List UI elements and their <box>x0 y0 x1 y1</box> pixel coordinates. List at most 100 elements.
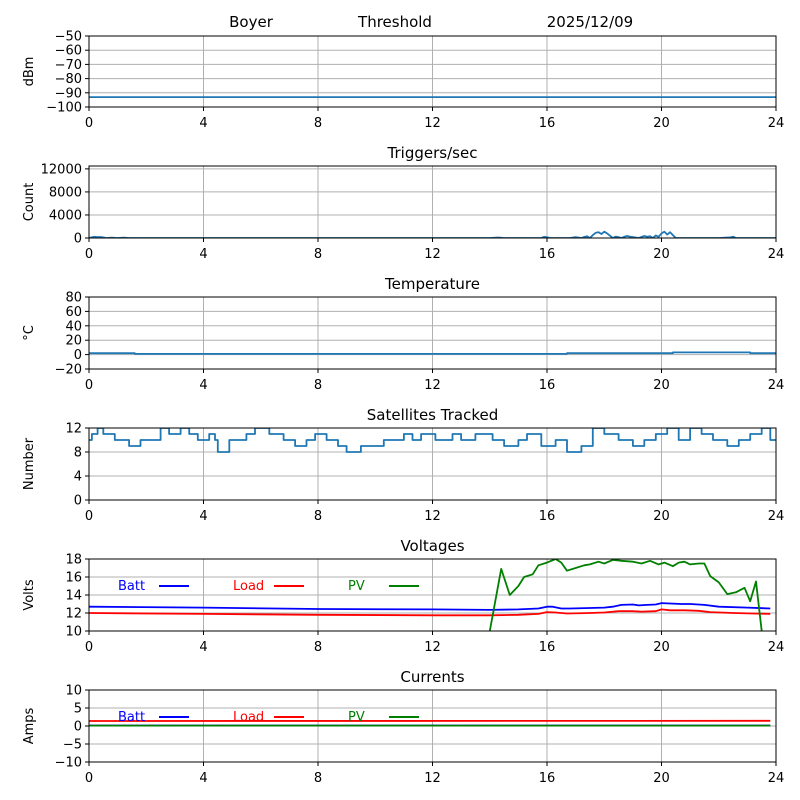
y-axis-label: Count <box>22 183 37 222</box>
series-line-load <box>89 608 771 617</box>
y-tick-label: 4 <box>74 470 82 485</box>
legend-label-pv: PV <box>348 710 365 725</box>
x-tick-label: 8 <box>314 378 322 393</box>
y-tick-label: 0 <box>74 348 82 363</box>
y-tick-label: 40 <box>65 319 82 334</box>
x-tick-label: 12 <box>424 509 441 524</box>
x-tick-label: 0 <box>85 116 93 131</box>
x-tick-label: 0 <box>85 640 93 655</box>
y-tick-label: 10 <box>65 684 82 699</box>
x-tick-label: 12 <box>424 378 441 393</box>
legend-label-batt: Batt <box>118 579 145 594</box>
legend-label-load: Load <box>233 710 264 725</box>
series-line-0 <box>89 230 776 238</box>
y-tick-label: 0 <box>74 494 82 509</box>
x-tick-label: 20 <box>653 509 670 524</box>
y-tick-label: 0 <box>74 720 82 735</box>
x-tick-label: 4 <box>199 640 207 655</box>
x-tick-label: 16 <box>539 771 556 786</box>
y-tick-label: −80 <box>55 72 82 87</box>
header-station: Boyer <box>229 13 274 31</box>
y-tick-label: −20 <box>55 363 82 378</box>
y-tick-label: −10 <box>55 756 82 771</box>
x-tick-label: 24 <box>768 116 785 131</box>
x-tick-label: 0 <box>85 247 93 262</box>
y-tick-label: 16 <box>65 571 82 586</box>
x-tick-label: 24 <box>768 378 785 393</box>
y-axis-label: dBm <box>22 57 37 87</box>
x-tick-label: 0 <box>85 378 93 393</box>
header-date: 2025/12/09 <box>547 13 633 31</box>
x-tick-label: 4 <box>199 116 207 131</box>
y-tick-label: −90 <box>55 86 82 101</box>
x-tick-label: 24 <box>768 640 785 655</box>
x-tick-label: 12 <box>424 640 441 655</box>
x-tick-label: 16 <box>539 116 556 131</box>
chart-title: Voltages <box>400 537 464 555</box>
y-axis-label: Volts <box>22 579 37 611</box>
x-tick-label: 20 <box>653 378 670 393</box>
chart-voltages: 0 4 8 12 16 20 24 10 12 14 16 18 Voltages Volts Batt Lo… <box>22 537 784 655</box>
y-axis-label: Number <box>22 437 37 490</box>
y-tick-label: 12 <box>65 422 82 437</box>
y-tick-label: 4000 <box>49 208 82 223</box>
chart-currents: 0 4 8 12 16 20 24 10 5 0 −5 −10 Currents Amps Batt Load… <box>22 668 784 786</box>
chart-title: Triggers/sec <box>387 144 478 162</box>
chart-title: Currents <box>400 668 464 686</box>
y-tick-label: 12000 <box>41 162 82 177</box>
x-tick-label: 8 <box>314 509 322 524</box>
chart-triggers: 0 4 8 12 16 20 24 0 4000 8000 12000 Triggers/sec Cou… <box>22 144 784 262</box>
y-tick-label: −60 <box>55 44 82 59</box>
y-tick-label: 14 <box>65 589 82 604</box>
y-tick-label: −70 <box>55 58 82 73</box>
legend-label-batt: Batt <box>118 710 145 725</box>
y-axis-label: Amps <box>22 707 37 744</box>
y-tick-label: 5 <box>74 702 82 717</box>
x-tick-label: 16 <box>539 509 556 524</box>
x-tick-label: 24 <box>768 247 785 262</box>
y-tick-label: 8 <box>74 446 82 461</box>
x-tick-label: 24 <box>768 771 785 786</box>
x-tick-label: 16 <box>539 247 556 262</box>
series-line-batt <box>89 602 771 611</box>
y-tick-label: 10 <box>65 625 82 640</box>
x-tick-label: 4 <box>199 771 207 786</box>
series-group <box>89 559 771 631</box>
x-tick-label: 4 <box>199 378 207 393</box>
series-group <box>89 428 776 453</box>
y-tick-label: 60 <box>65 305 82 320</box>
y-tick-label: 8000 <box>49 185 82 200</box>
y-tick-label: −50 <box>55 30 82 45</box>
x-tick-label: 20 <box>653 247 670 262</box>
series-group <box>89 719 771 727</box>
x-tick-label: 12 <box>424 247 441 262</box>
x-tick-label: 0 <box>85 771 93 786</box>
series-line-pv <box>488 559 763 631</box>
x-tick-label: 20 <box>653 640 670 655</box>
x-tick-label: 4 <box>199 247 207 262</box>
y-tick-label: −5 <box>63 738 82 753</box>
y-tick-label: 12 <box>65 607 82 622</box>
x-tick-label: 8 <box>314 640 322 655</box>
y-axis-label: °C <box>22 325 37 341</box>
y-tick-label: 18 <box>65 553 82 568</box>
x-tick-label: 4 <box>199 509 207 524</box>
y-tick-label: 0 <box>74 232 82 247</box>
x-tick-label: 8 <box>314 771 322 786</box>
y-tick-label: 20 <box>65 334 82 349</box>
chart-title: Satellites Tracked <box>367 406 498 424</box>
x-tick-label: 0 <box>85 509 93 524</box>
x-tick-label: 20 <box>653 116 670 131</box>
series-line-0 <box>89 351 776 355</box>
legend-label-pv: PV <box>348 579 365 594</box>
legend-label-load: Load <box>233 579 264 594</box>
x-tick-label: 16 <box>539 378 556 393</box>
x-tick-label: 24 <box>768 509 785 524</box>
x-tick-label: 8 <box>314 116 322 131</box>
chart-satellites: 0 4 8 12 16 20 24 0 4 8 12 Satellites Tracked Number <box>22 406 784 524</box>
series-group <box>89 230 776 238</box>
series-line-0 <box>89 428 776 453</box>
